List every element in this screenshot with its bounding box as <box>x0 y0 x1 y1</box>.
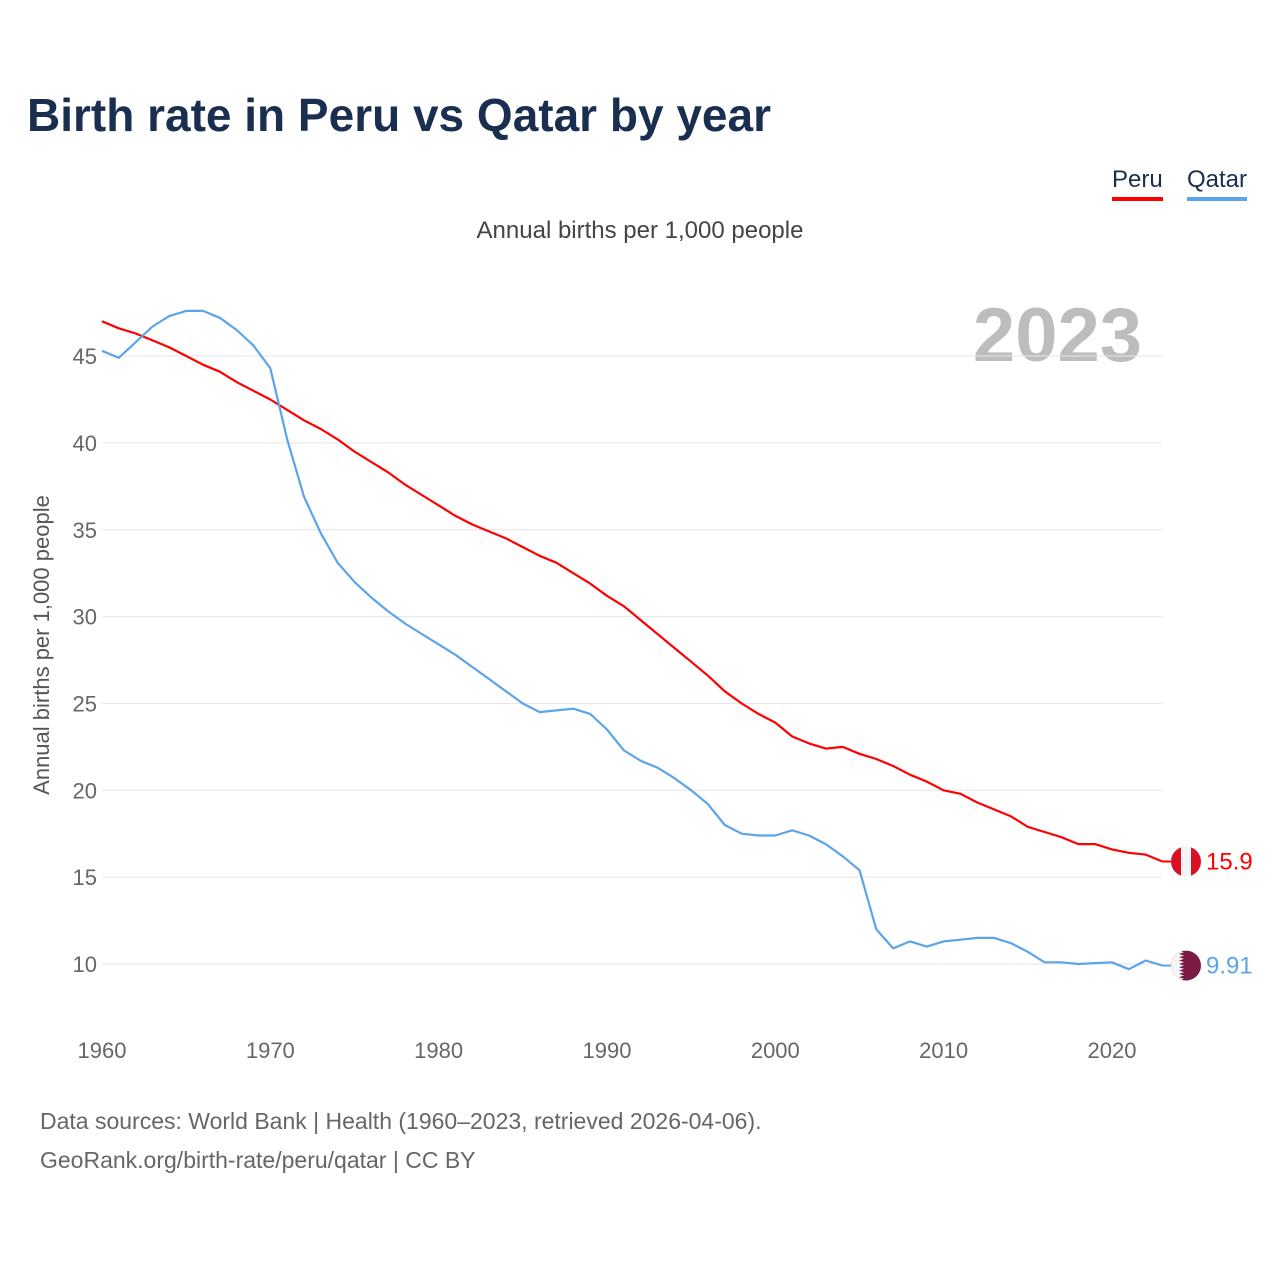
source-line: Data sources: World Bank | Health (1960–… <box>40 1108 762 1134</box>
x-tick-label: 2000 <box>751 1038 800 1063</box>
chart-subtitle: Annual births per 1,000 people <box>476 217 804 244</box>
peru-flag-icon <box>1171 846 1201 877</box>
end-value-label-qatar: 9.91 <box>1206 953 1253 980</box>
y-tick-label: 35 <box>73 518 97 543</box>
x-tick-label: 1970 <box>246 1038 295 1063</box>
y-tick-label: 30 <box>73 605 97 630</box>
series-line-qatar <box>101 309 1163 971</box>
series-line-peru <box>101 320 1163 863</box>
y-tick-label: 45 <box>73 344 97 369</box>
year-display: 2023 <box>972 293 1142 378</box>
y-tick-label: 10 <box>73 952 97 977</box>
y-tick-label: 40 <box>73 431 97 456</box>
chart-title: Birth rate in Peru vs Qatar by year <box>27 89 771 141</box>
x-tick-label: 1990 <box>583 1038 632 1063</box>
y-tick-label: 15 <box>73 865 97 890</box>
qatar-flag-icon <box>1171 950 1201 981</box>
end-value-label-peru: 15.9 <box>1206 849 1253 876</box>
x-tick-label: 1960 <box>78 1038 127 1063</box>
x-tick-label: 1980 <box>414 1038 463 1063</box>
legend-qatar[interactable]: Qatar <box>1187 166 1248 201</box>
y-tick-label: 20 <box>73 778 97 803</box>
x-tick-label: 2010 <box>919 1038 968 1063</box>
source-url[interactable]: GeoRank.org/birth-rate/peru/qatar | CC B… <box>40 1147 476 1173</box>
x-tick-label: 2020 <box>1088 1038 1137 1063</box>
legend-peru[interactable]: Peru <box>1112 166 1163 201</box>
y-tick-label: 25 <box>73 691 97 716</box>
